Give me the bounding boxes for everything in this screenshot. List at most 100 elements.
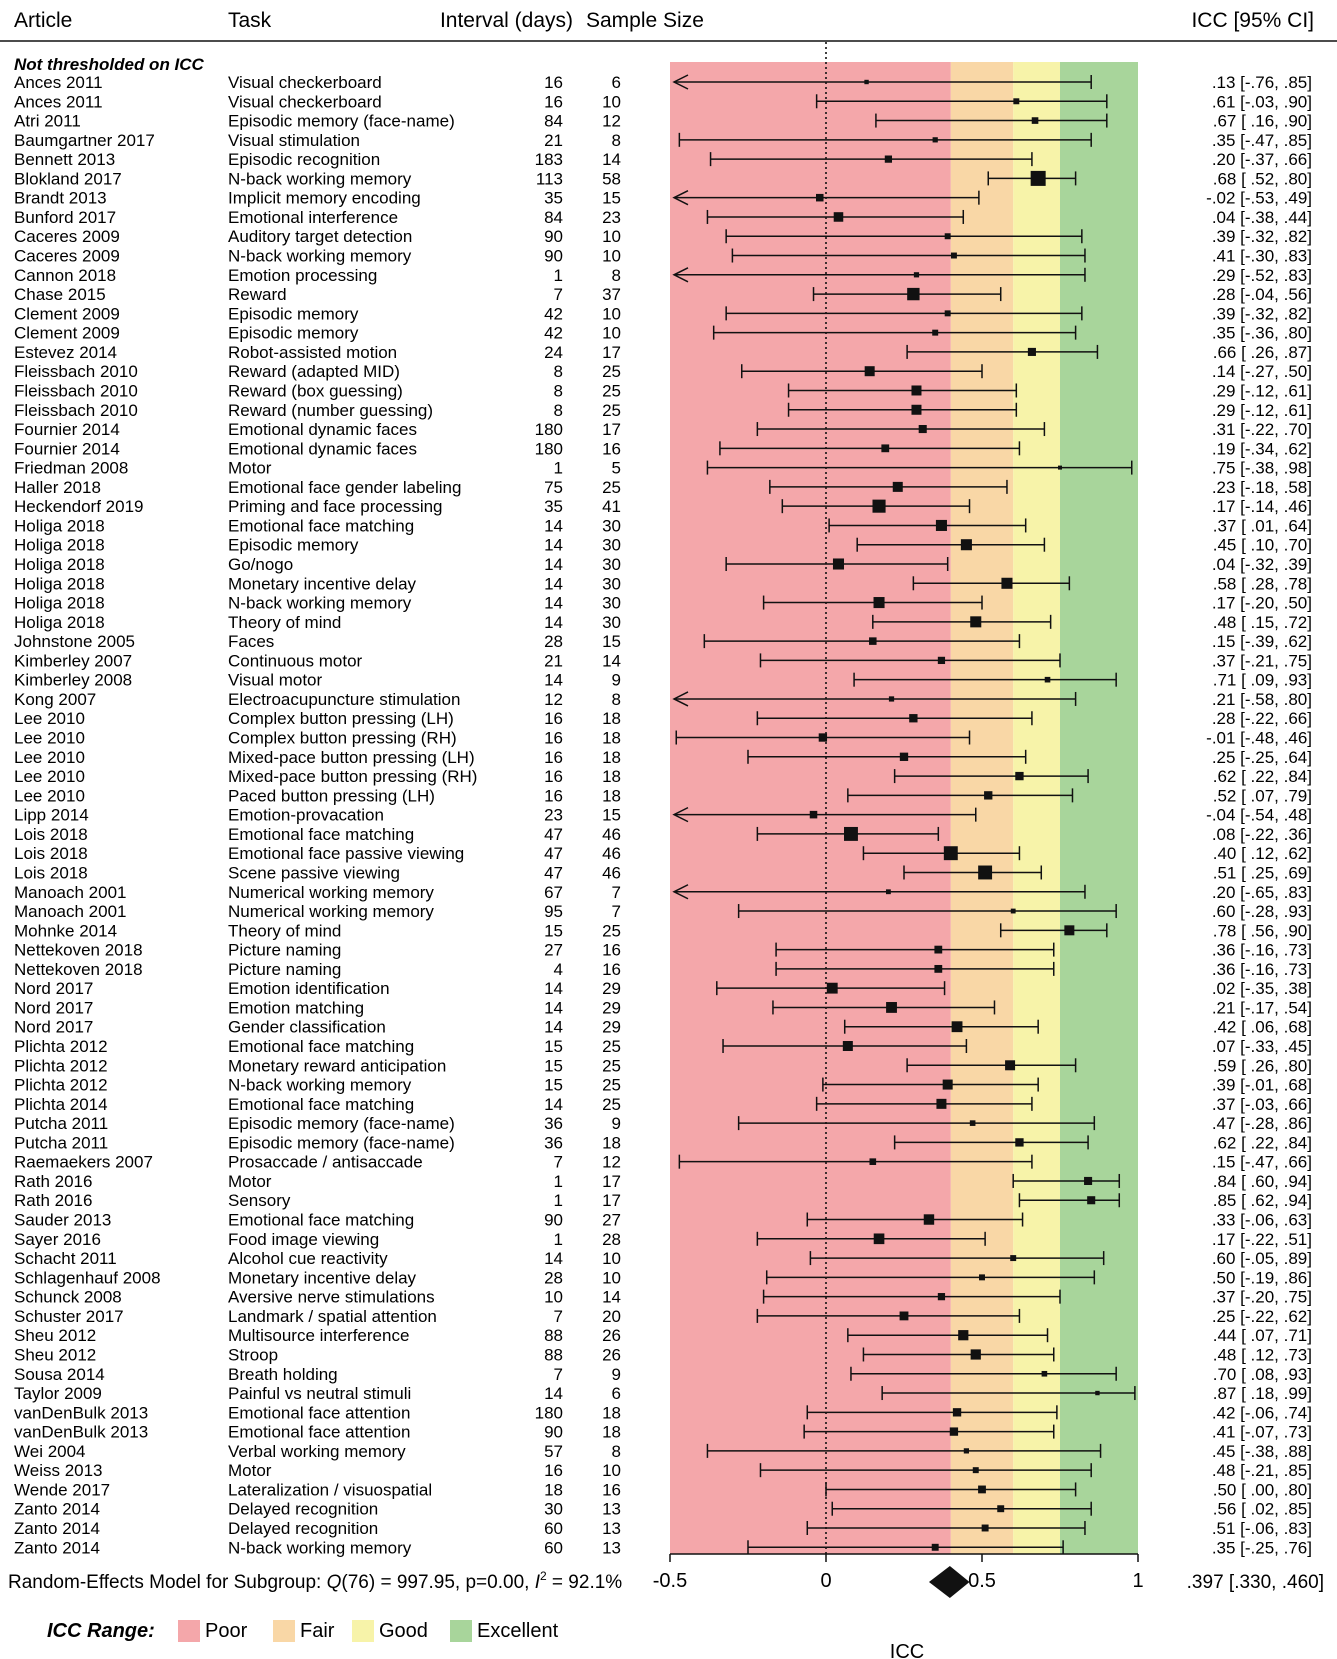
study-article: Schuster 2017 [14, 1307, 124, 1326]
study-article: Chase 2015 [14, 285, 106, 304]
study-task: Emotional dynamic faces [228, 420, 417, 439]
legend-title: ICC Range: [47, 1620, 155, 1642]
study-task: Emotional face matching [228, 516, 414, 535]
study-row: Plichta 2014 Emotional face matching 14 25.… [14, 1095, 1312, 1114]
study-article: Schlagenhauf 2008 [14, 1268, 161, 1287]
study-icc-ci: .17 [-.22, .51] [1212, 1230, 1312, 1249]
study-interval: 16 [544, 729, 563, 748]
study-article: Lois 2018 [14, 844, 88, 863]
study-task: Lateralization / visuospatial [228, 1480, 432, 1499]
icc-point [970, 616, 982, 628]
study-row: Manoach 2001 Numerical working memory 95 7.… [14, 902, 1312, 921]
ci-clip-arrow [672, 190, 689, 206]
study-article: Kong 2007 [14, 690, 96, 709]
study-icc-ci: .23 [-.18, .58] [1212, 478, 1312, 497]
icc-point [911, 385, 922, 396]
study-icc-ci: .62 [ .22, .84] [1213, 767, 1312, 786]
study-task: Emotional face passive viewing [228, 844, 464, 863]
study-article: Clement 2009 [14, 304, 120, 323]
x-tick-label: 0 [820, 1570, 831, 1592]
icc-point [1005, 1060, 1016, 1071]
icc-point [932, 329, 939, 336]
study-icc-ci: .20 [-.65, .83] [1212, 883, 1312, 902]
study-icc-ci: .04 [-.38, .44] [1212, 208, 1312, 227]
study-row: Cannon 2018 Emotion processing 1 8 .29 [-.52… [14, 266, 1312, 285]
study-interval: 30 [544, 1500, 563, 1519]
icc-point [1087, 1196, 1096, 1205]
study-icc-ci: .68 [ .52, .80] [1213, 169, 1312, 188]
study-icc-ci: .47 [-.28, .86] [1212, 1114, 1312, 1133]
icc-point [832, 558, 845, 570]
ci-clip-arrow [672, 267, 689, 283]
study-task: Episodic memory (face-name) [228, 1114, 455, 1133]
icc-point [809, 810, 818, 819]
study-article: Bennett 2013 [14, 150, 115, 169]
study-task: Episodic memory [228, 324, 359, 343]
study-article: Lois 2018 [14, 825, 88, 844]
icc-point [911, 404, 922, 415]
study-interval: 180 [535, 439, 563, 458]
study-sample-size: 14 [602, 1288, 621, 1307]
study-row: Raemaekers 2007 Prosaccade / antisaccade 7… [14, 1153, 1312, 1172]
study-row: Bunford 2017 Emotional interference 84 23 .0… [14, 208, 1312, 227]
study-icc-ci: .25 [-.25, .64] [1212, 748, 1312, 767]
study-row: Sheu 2012 Multisource interference 88 26 .44… [14, 1326, 1312, 1345]
study-row: Fleissbach 2010 Reward (box guessing) 8 25.… [14, 381, 1312, 400]
icc-point [942, 1079, 953, 1090]
icc-point [1095, 1390, 1100, 1396]
study-task: Landmark / spatial attention [228, 1307, 437, 1326]
study-task: Multisource interference [228, 1326, 409, 1345]
study-task: Priming and face processing [228, 497, 443, 516]
study-interval: 10 [544, 1288, 563, 1307]
study-icc-ci: .21 [-.17, .54] [1212, 998, 1312, 1017]
study-interval: 14 [544, 979, 563, 998]
study-task: Numerical working memory [228, 883, 434, 902]
study-interval: 14 [544, 671, 563, 690]
study-icc-ci: .50 [ .00, .80] [1213, 1480, 1312, 1499]
icc-point [1084, 1176, 1093, 1185]
icc-point [815, 193, 824, 202]
study-article: Sayer 2016 [14, 1230, 101, 1249]
icc-point [899, 1311, 909, 1321]
study-article: Wende 2017 [14, 1480, 110, 1499]
study-sample-size: 9 [612, 671, 621, 690]
icc-point [913, 272, 920, 278]
summary-label: Random-Effects Model for Subgroup: Q(76)… [8, 1569, 622, 1593]
study-task: Robot-assisted motion [228, 343, 397, 362]
study-sample-size: 26 [602, 1345, 621, 1364]
study-icc-ci: .51 [ .25, .69] [1213, 863, 1312, 882]
study-sample-size: 10 [602, 92, 621, 111]
study-icc-ci: .56 [ .02, .85] [1213, 1500, 1312, 1519]
study-row: Fournier 2014 Emotional dynamic faces 180 1… [14, 439, 1312, 458]
study-interval: 18 [544, 1480, 563, 1499]
study-sample-size: 10 [602, 1249, 621, 1268]
study-article: Fleissbach 2010 [14, 381, 138, 400]
study-icc-ci: .75 [-.38, .98] [1212, 459, 1312, 478]
study-icc-ci: .37 [-.20, .75] [1212, 1288, 1312, 1307]
study-article: Lee 2010 [14, 748, 85, 767]
icc-point [1027, 347, 1036, 356]
study-row: Rath 2016 Motor 1 17 .84 [ .60, .94] [14, 1172, 1312, 1191]
study-row: Chase 2015 Reward 7 37 .28 [-.04, .56] [14, 285, 1312, 304]
study-interval: 8 [554, 362, 563, 381]
study-interval: 180 [535, 1403, 563, 1422]
study-icc-ci: .17 [-.20, .50] [1212, 594, 1312, 613]
study-sample-size: 16 [602, 960, 621, 979]
study-article: Holiga 2018 [14, 516, 105, 535]
study-article: Fournier 2014 [14, 420, 120, 439]
study-interval: 16 [544, 748, 563, 767]
study-task: Monetary reward anticipation [228, 1056, 446, 1075]
study-sample-size: 30 [602, 613, 621, 632]
study-article: Zanto 2014 [14, 1519, 100, 1538]
study-sample-size: 18 [602, 748, 621, 767]
legend-swatch-fair [273, 1620, 295, 1642]
icc-point [937, 656, 946, 665]
legend-swatch-poor [178, 1620, 200, 1642]
study-task: Painful vs neutral stimuli [228, 1384, 411, 1403]
study-sample-size: 25 [602, 1056, 621, 1075]
study-interval: 16 [544, 92, 563, 111]
study-sample-size: 9 [612, 1365, 621, 1384]
study-sample-size: 29 [602, 979, 621, 998]
study-article: Fournier 2014 [14, 439, 120, 458]
study-interval: 7 [554, 1307, 563, 1326]
